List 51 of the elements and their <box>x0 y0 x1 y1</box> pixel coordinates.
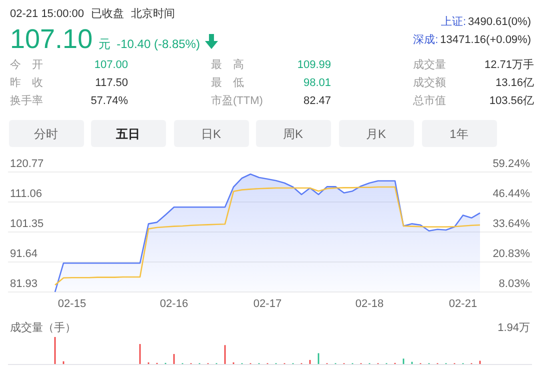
text: 117.50 <box>95 77 128 89</box>
text: 最 高 <box>211 58 244 71</box>
y-tick-label: 111.06 <box>10 188 42 200</box>
text: 最 低 <box>211 77 244 89</box>
x-tick-label: 02-21 <box>448 298 478 310</box>
text: 换手率 <box>10 94 43 107</box>
text: 02-21 15:00:00 <box>10 8 84 20</box>
y2-tick-label: 20.83% <box>492 248 530 260</box>
text: 109.99 <box>297 59 331 71</box>
text: 北京时间 <box>131 7 176 20</box>
text: 107.00 <box>94 59 128 71</box>
text: 成交额 <box>413 76 446 89</box>
text: 五日 <box>115 127 140 141</box>
text: 13471.16(+0.09%) <box>440 34 531 46</box>
text: 元 <box>98 37 111 51</box>
text: 总市值 <box>412 94 446 107</box>
text: 深成: <box>413 33 438 46</box>
text: 分时 <box>34 127 58 141</box>
text: 82.47 <box>303 95 331 107</box>
text: 月K <box>366 127 386 141</box>
x-tick-label: 02-16 <box>160 298 188 310</box>
text: 13.16亿 <box>495 77 534 89</box>
text: 1年 <box>450 127 468 141</box>
y2-tick-label: 59.24% <box>492 158 530 170</box>
y2-tick-label: 33.64% <box>492 218 530 230</box>
text: 57.74% <box>90 95 128 107</box>
text: 市盈(TTM) <box>211 94 263 107</box>
y-tick-label: 91.64 <box>10 248 38 260</box>
text: 已收盘 <box>91 8 124 20</box>
text: 上证: <box>440 15 466 28</box>
y-tick-label: 81.93 <box>10 278 38 290</box>
text: 周K <box>282 127 304 141</box>
y2-tick-label: 8.03% <box>498 278 530 290</box>
y-tick-label: 120.77 <box>10 158 44 170</box>
y-tick-label: 101.35 <box>10 218 44 230</box>
x-tick-label: 02-17 <box>253 298 282 310</box>
y2-tick-label: 46.44% <box>492 188 530 200</box>
text: 今 开 <box>10 59 43 71</box>
text: 昨 收 <box>10 77 43 89</box>
text: 107.10 <box>10 24 93 54</box>
text: 103.56亿 <box>489 95 534 107</box>
text: 日K <box>200 127 222 141</box>
text: 12.71万手 <box>484 58 534 71</box>
text: -10.40 (-8.85%) <box>116 37 200 51</box>
x-tick-label: 02-15 <box>58 298 86 310</box>
text: 3490.61(0%) <box>468 16 531 28</box>
text: 1.94万 <box>498 322 530 334</box>
chart-title: 成交量（手） <box>10 321 76 334</box>
x-tick-label: 02-18 <box>355 298 384 310</box>
text: 98.01 <box>303 77 331 89</box>
text: 成交量 <box>413 58 446 71</box>
